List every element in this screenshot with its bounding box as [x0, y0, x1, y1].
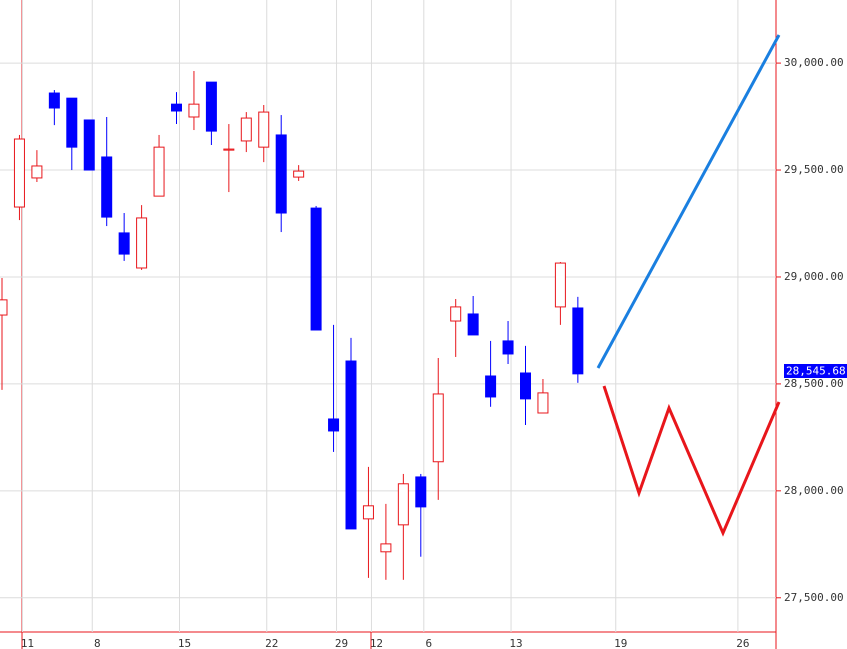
y-tick-label: 28,000.00: [784, 484, 844, 497]
x-tick-label: 8: [94, 637, 101, 649]
candle-body: [328, 418, 340, 432]
candle-body: [537, 392, 549, 414]
candle-body: [48, 92, 60, 109]
forecast-up: [596, 34, 781, 369]
candle-body: [432, 393, 444, 463]
candle-body: [572, 307, 584, 375]
y-tick-label: 29,000.00: [784, 270, 844, 283]
y-tick-label: 30,000.00: [784, 56, 844, 69]
candle-body: [310, 207, 322, 331]
x-tick-label: 6: [425, 637, 432, 649]
candle-body: [66, 97, 78, 148]
x-tick-label: 11: [21, 637, 34, 649]
candle-body: [345, 360, 357, 530]
candle-body: [31, 165, 43, 179]
x-tick-label: 19: [614, 637, 627, 649]
x-tick-label: 15: [178, 637, 191, 649]
candle-body: [101, 156, 113, 218]
candle-body: [83, 119, 95, 171]
candle-body: [380, 543, 392, 553]
candle-body: [13, 138, 25, 208]
candle-body: [118, 232, 130, 255]
x-tick-label: 22: [265, 637, 278, 649]
candle-body: [223, 148, 235, 151]
candle-body: [467, 313, 479, 336]
y-tick-label: 27,500.00: [784, 591, 844, 604]
x-tick-label: 13: [509, 637, 522, 649]
candle-body: [275, 134, 287, 214]
candle-body: [415, 476, 427, 508]
x-tick-label: 26: [736, 637, 749, 649]
candle-body: [171, 103, 182, 112]
candle-body: [554, 262, 566, 308]
candle-body: [0, 299, 8, 316]
forecast-down: [602, 385, 781, 537]
x-tick-label: 29: [335, 637, 348, 649]
candle-body: [240, 117, 252, 142]
candle-body: [450, 306, 462, 322]
candle-body: [293, 170, 305, 178]
candle-body: [136, 217, 148, 269]
y-tick-label: 28,500.00: [784, 377, 844, 390]
last-price-label: 28,545.68: [786, 365, 846, 378]
y-tick-label: 29,500.00: [784, 163, 844, 176]
candle-body: [188, 103, 200, 118]
candle-body: [258, 111, 270, 148]
x-tick-label: 12: [370, 637, 383, 649]
candle-body: [502, 340, 514, 355]
candle-body: [205, 81, 217, 132]
candle-body: [485, 375, 497, 398]
candle-body: [397, 483, 409, 526]
candle-body: [520, 372, 531, 400]
candle-body: [362, 505, 374, 520]
last-price-box: [784, 364, 847, 378]
candle-body: [153, 146, 165, 197]
